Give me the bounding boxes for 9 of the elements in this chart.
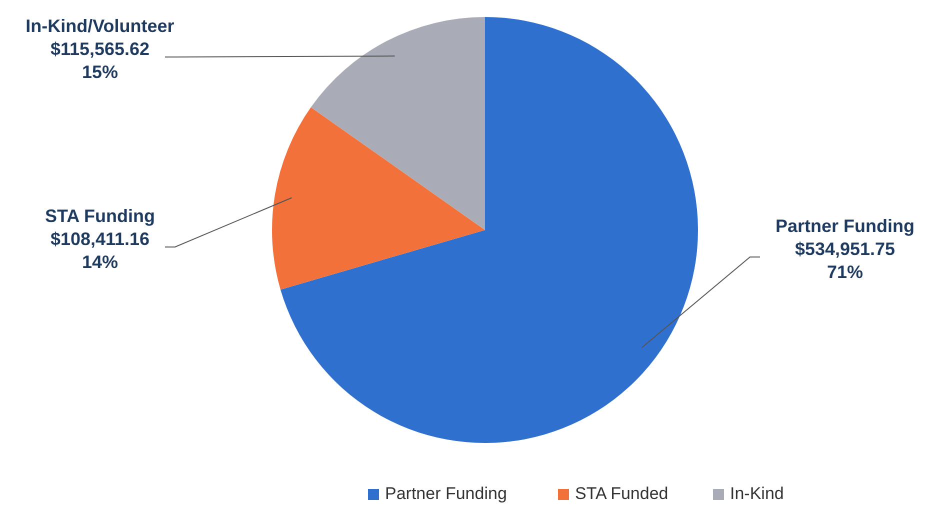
data-label: In-Kind/Volunteer $115,565.62 15% [26, 16, 174, 82]
legend-label: In-Kind [730, 484, 784, 503]
data-label: STA Funding $108,411.16 14% [45, 206, 155, 272]
pie-slice [310, 17, 485, 230]
pie-slice [272, 107, 485, 290]
data-label: Partner Funding $534,951.75 71% [776, 216, 914, 282]
legend-label: STA Funded [575, 484, 668, 503]
pie-slice [280, 17, 698, 443]
legend-label: Partner Funding [385, 484, 507, 503]
